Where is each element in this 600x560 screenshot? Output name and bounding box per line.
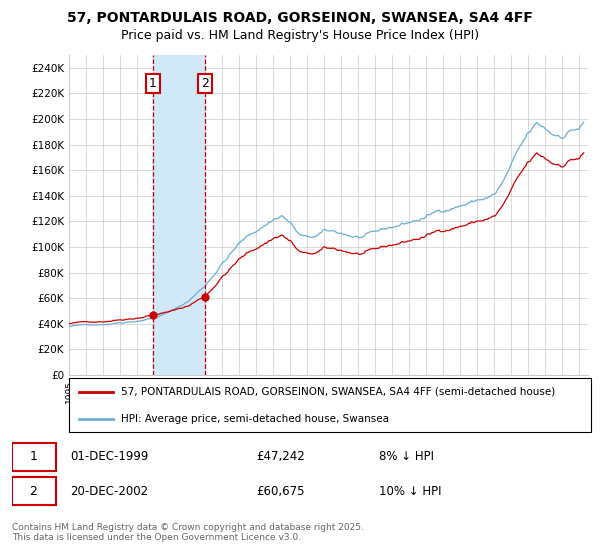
- FancyBboxPatch shape: [12, 477, 56, 505]
- Text: 1: 1: [149, 77, 157, 90]
- FancyBboxPatch shape: [12, 443, 56, 471]
- Text: 1: 1: [29, 450, 37, 463]
- Text: 01-DEC-1999: 01-DEC-1999: [70, 450, 149, 463]
- Text: £60,675: £60,675: [256, 484, 305, 498]
- FancyBboxPatch shape: [69, 378, 591, 432]
- Text: HPI: Average price, semi-detached house, Swansea: HPI: Average price, semi-detached house,…: [121, 413, 389, 423]
- Text: Price paid vs. HM Land Registry's House Price Index (HPI): Price paid vs. HM Land Registry's House …: [121, 30, 479, 43]
- Text: 57, PONTARDULAIS ROAD, GORSEINON, SWANSEA, SA4 4FF (semi-detached house): 57, PONTARDULAIS ROAD, GORSEINON, SWANSE…: [121, 386, 556, 396]
- Text: Contains HM Land Registry data © Crown copyright and database right 2025.
This d: Contains HM Land Registry data © Crown c…: [12, 522, 364, 542]
- Text: 8% ↓ HPI: 8% ↓ HPI: [379, 450, 434, 463]
- Text: 57, PONTARDULAIS ROAD, GORSEINON, SWANSEA, SA4 4FF: 57, PONTARDULAIS ROAD, GORSEINON, SWANSE…: [67, 11, 533, 25]
- Bar: [153, 55, 205, 375]
- Text: 20-DEC-2002: 20-DEC-2002: [70, 484, 148, 498]
- Text: £47,242: £47,242: [256, 450, 305, 463]
- Text: 2: 2: [200, 77, 209, 90]
- Text: 10% ↓ HPI: 10% ↓ HPI: [379, 484, 441, 498]
- Text: 2: 2: [29, 484, 37, 498]
